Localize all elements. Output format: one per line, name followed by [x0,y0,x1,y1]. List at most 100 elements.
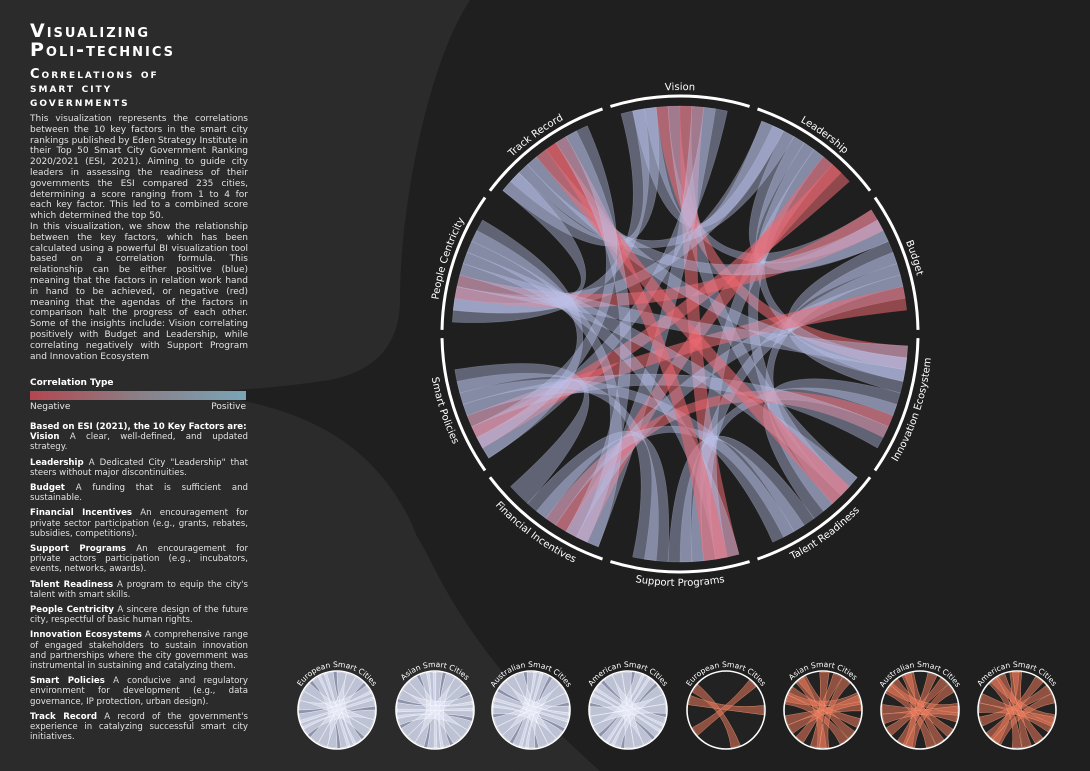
legend-negative-label: Negative [30,402,71,412]
positive-ribbon [667,435,815,563]
mini-ribbon [336,671,362,745]
mini-ribbon [595,682,664,733]
mini-ribbon [603,675,666,727]
factor-item-innovation-ecosystems: Innovation Ecosystems A comprehensive ra… [30,630,248,671]
positive-ribbon [527,430,670,563]
factor-item-support-programs: Support Programs An encouragement for pr… [30,544,248,575]
positive-ribbon [471,219,584,459]
negative-ribbon [466,286,908,438]
mini-ribbon [590,703,667,726]
mini-ribbon [496,693,569,736]
mini-chord-ring [588,670,668,750]
factor-arc [756,107,872,192]
mini-chord-american-negative: American Smart Cities [972,650,1062,755]
factor-desc: A program to equip the city's talent wit… [30,579,249,600]
mini-ribbon [905,684,954,748]
mini-chord-asian-positive: Asian Smart Cities [390,650,480,755]
factor-arc [488,476,604,561]
negative-ribbon [454,209,884,308]
factor-desc: A sincere design of the future city, res… [30,605,248,626]
mini-ribbon [611,685,663,748]
intro-paragraph-1: This visualization represents the correl… [30,114,248,222]
factor-list-header: Based on ESI (2021), the 10 Key Factors … [30,422,247,432]
factor-name: Financial Incentives [30,508,133,519]
mini-ribbon [885,685,936,748]
factor-item-track-record: Track Record A record of the government'… [30,712,248,743]
factor-name: Track Record [30,711,98,722]
mini-ribbon [988,677,1022,748]
mini-ribbon [407,683,469,743]
factor-arc [440,338,487,472]
mini-chord-ring [783,670,863,750]
mini-chord-european-negative: European Smart Cities [681,650,771,755]
factor-name: Support Programs [30,544,127,555]
intro-text: This visualization represents the correl… [30,114,248,362]
negative-ribbon [545,390,894,532]
positive-ribbon [454,363,590,504]
mini-chord-ring [297,670,377,750]
factor-item-financial-incentives: Financial Incentives An encouragement fo… [30,508,248,539]
factor-item-budget: Budget A funding that is sufficient and … [30,483,248,503]
positive-ribbon [502,106,660,247]
positive-ribbon [466,230,623,548]
page-subtitle: Correlations of smart city governments [30,67,159,110]
mini-chord-ribbons [785,671,862,749]
mini-chord-ring [880,670,960,750]
mini-chord-australian-negative: Australian Smart Cities [875,650,965,755]
mini-ribbon [978,702,1055,727]
positive-ribbon [763,378,901,519]
mini-ribbon [396,701,474,713]
mini-chord-ring [686,670,766,750]
positive-ribbon [471,125,618,449]
legend-title: Correlation Type [30,378,114,388]
mini-chord-ribbons [396,671,474,749]
factor-item-vision: Based on ESI (2021), the 10 Key Factors … [30,422,248,453]
factor-arc [873,338,920,472]
positive-ribbon [536,425,805,538]
mini-ribbon [787,694,861,734]
factor-item-leadership: Leadership A Dedicated City "Leadership"… [30,458,248,478]
legend-positive-label: Positive [211,402,246,412]
mini-ribbon [692,684,741,748]
factor-arc [756,476,872,561]
mini-ribbon [438,673,456,748]
mini-ribbon [493,691,570,723]
positive-ribbon [452,172,587,314]
chord-ribbons [451,105,909,563]
mini-chord-asian-negative: Asian Smart Cities [778,650,868,755]
mini-chord-ring [977,670,1057,750]
mini-chord-ribbons [298,671,376,749]
factor-desc: A funding that is sufficient and sustain… [30,483,248,504]
mini-ribbon [992,693,1055,745]
page-title: Visualizing Poli-technics [30,20,176,61]
positive-ribbon [576,105,717,548]
factor-arc [488,107,604,192]
factor-desc: A conducive and regulatory environment f… [30,676,248,707]
factor-item-talent-readiness: Talent Readiness A program to equip the … [30,580,248,600]
factor-label: Support Programs [635,574,726,589]
factor-arc [873,196,920,330]
positive-ribbon [555,130,632,543]
factor-arc [609,94,751,108]
factor-desc: An encouragement for private actors part… [30,544,248,575]
factor-name: Vision [30,432,60,443]
mini-ribbon [298,690,374,724]
factor-desc: A clear, well-defined, and updated strat… [30,432,248,453]
factor-item-smart-policies: Smart Policies A conducive and regulator… [30,676,248,707]
mini-chord-ribbons [978,671,1055,748]
factor-desc: A comprehensive range of engaged stakeho… [30,630,248,672]
factor-desc: A Dedicated City "Leadership" that steer… [30,457,249,478]
factor-name: Smart Policies [30,676,105,687]
mini-chord-ribbons [589,671,667,749]
positive-ribbon [456,373,659,562]
mini-chord-ribbons [492,671,570,749]
positive-ribbon [456,263,909,371]
mini-chord-ring [395,670,475,750]
factor-desc: An encouragement for private sector part… [30,508,248,539]
mini-chord-american-positive: American Smart Cities [583,650,673,755]
mini-ribbon [819,677,851,749]
mini-ribbon [398,689,473,707]
negative-ribbon [545,136,728,562]
mini-chord-australian-positive: Australian Smart Cities [486,650,576,755]
